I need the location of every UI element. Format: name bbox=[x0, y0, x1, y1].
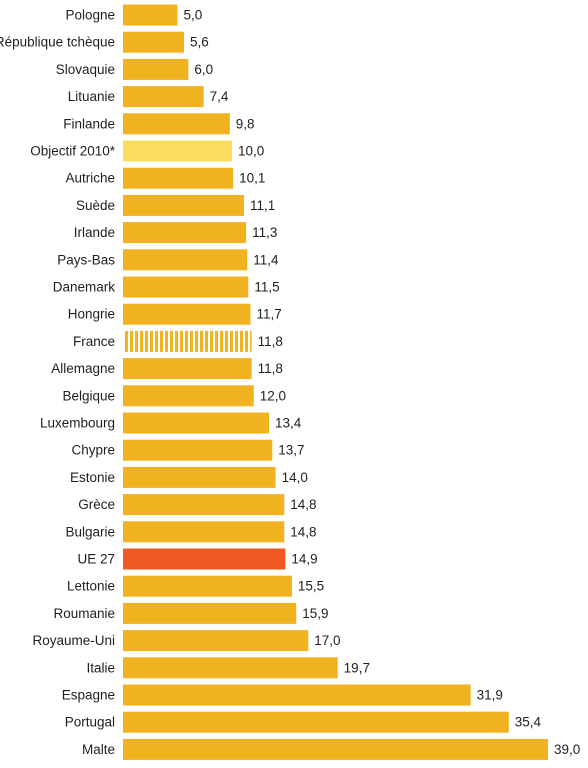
bar-default bbox=[123, 575, 292, 597]
value-label: 11,1 bbox=[250, 198, 275, 213]
value-label: 14,8 bbox=[290, 497, 316, 512]
bar-default bbox=[123, 58, 189, 80]
value-label: 5,0 bbox=[183, 8, 202, 23]
bar-striped bbox=[123, 330, 252, 352]
value-label: 7,4 bbox=[210, 89, 229, 104]
value-label: 11,5 bbox=[254, 280, 279, 295]
value-label: 10,1 bbox=[239, 171, 265, 186]
category-label: Bulgarie bbox=[65, 524, 115, 539]
value-label: 17,0 bbox=[314, 633, 340, 648]
value-label: 11,3 bbox=[252, 225, 277, 240]
category-label: Finlande bbox=[63, 116, 115, 131]
category-label: Estonie bbox=[70, 470, 115, 485]
category-label: Lettonie bbox=[67, 579, 115, 594]
chart-rows: Pologne 5,0 République tchèque 5,6 Slovaquie… bbox=[0, 4, 580, 760]
bar-default bbox=[123, 358, 252, 380]
value-label: 11,8 bbox=[258, 361, 283, 376]
value-label: 19,7 bbox=[344, 660, 370, 675]
bar-default bbox=[123, 738, 548, 760]
bar-default bbox=[123, 684, 471, 706]
category-label: Pologne bbox=[65, 8, 115, 23]
category-label: Autriche bbox=[65, 171, 115, 186]
bar-default bbox=[123, 439, 273, 461]
category-label: République tchèque bbox=[0, 35, 115, 50]
bar-default bbox=[123, 602, 297, 624]
category-label: UE 27 bbox=[77, 552, 115, 567]
category-label: Hongrie bbox=[68, 307, 115, 322]
bar-default bbox=[123, 711, 509, 733]
value-label: 15,5 bbox=[298, 579, 324, 594]
value-label: 13,4 bbox=[275, 416, 302, 431]
category-label: Chypre bbox=[71, 443, 115, 458]
category-label: Italie bbox=[86, 660, 115, 675]
category-label: Suède bbox=[76, 198, 115, 213]
value-label: 14,8 bbox=[290, 524, 316, 539]
category-label: Espagne bbox=[62, 688, 115, 703]
bar-default bbox=[123, 412, 270, 434]
value-label: 11,7 bbox=[257, 307, 282, 322]
value-label: 15,9 bbox=[302, 606, 328, 621]
category-label: Grèce bbox=[78, 497, 115, 512]
bar-default bbox=[123, 113, 230, 135]
value-label: 10,0 bbox=[238, 144, 264, 159]
bar-default bbox=[123, 466, 276, 488]
value-label: 39,0 bbox=[554, 742, 580, 757]
bar-default bbox=[123, 249, 248, 271]
category-label: Roumanie bbox=[53, 606, 115, 621]
value-label: 31,9 bbox=[477, 688, 503, 703]
bar-default bbox=[123, 521, 285, 543]
bar-default bbox=[123, 222, 247, 244]
category-label: Pays-Bas bbox=[57, 252, 115, 267]
category-label: Objectif 2010* bbox=[30, 144, 116, 159]
category-label: Portugal bbox=[65, 715, 115, 730]
bar-default bbox=[123, 31, 185, 53]
bar-default bbox=[123, 86, 204, 108]
category-label: Luxembourg bbox=[40, 416, 115, 431]
category-label: Slovaquie bbox=[56, 62, 115, 77]
value-label: 5,6 bbox=[190, 35, 209, 50]
value-label: 6,0 bbox=[194, 62, 213, 77]
category-label: Malte bbox=[82, 742, 115, 757]
value-label: 14,0 bbox=[282, 470, 308, 485]
bar-default bbox=[123, 4, 178, 26]
value-label: 9,8 bbox=[236, 116, 255, 131]
category-label: France bbox=[73, 334, 115, 349]
category-label: Danemark bbox=[53, 280, 116, 295]
bar-default bbox=[123, 303, 251, 325]
bar-default bbox=[123, 494, 285, 516]
bar-default bbox=[123, 167, 234, 189]
category-label: Belgique bbox=[62, 388, 115, 403]
category-label: Irlande bbox=[74, 225, 115, 240]
value-label: 14,9 bbox=[291, 552, 317, 567]
category-label: Allemagne bbox=[51, 361, 115, 376]
value-label: 13,7 bbox=[278, 443, 304, 458]
bar-default bbox=[123, 194, 244, 216]
value-label: 11,8 bbox=[258, 334, 283, 349]
bar-default bbox=[123, 276, 249, 298]
category-label: Lituanie bbox=[68, 89, 115, 104]
bar-default bbox=[123, 657, 338, 679]
value-label: 35,4 bbox=[515, 715, 542, 730]
bar-default bbox=[123, 385, 254, 407]
category-label: Royaume-Uni bbox=[32, 633, 115, 648]
bar-average bbox=[123, 548, 286, 570]
value-label: 11,4 bbox=[253, 252, 279, 267]
bar-target bbox=[123, 140, 232, 162]
bar-default bbox=[123, 630, 309, 652]
value-label: 12,0 bbox=[260, 388, 286, 403]
